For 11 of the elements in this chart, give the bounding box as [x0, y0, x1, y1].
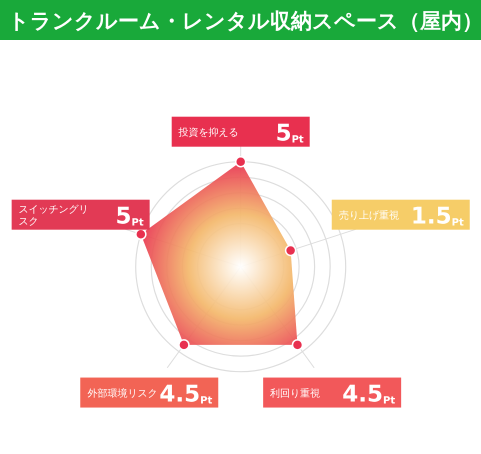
chart-title: トランクルーム・レンタル収納スペース（屋内） [8, 9, 481, 33]
spoke-label: 売り上げ重視 [338, 210, 399, 222]
text: 4.5$_{Pt}$ [342, 382, 396, 408]
spoke-label: 利回り重視 [270, 388, 320, 400]
spoke-label: 投資を抑える [178, 126, 239, 139]
text: 1.5$_{Pt}$ [410, 204, 464, 230]
text: 5$_{Pt}$ [116, 204, 144, 230]
spoke-label: スイッチングリスク [18, 204, 89, 228]
text: 4.5$_{Pt}$ [159, 382, 212, 408]
text: 5$_{Pt}$ [276, 120, 304, 147]
spoke-label: 外部環境リスク [87, 388, 158, 400]
